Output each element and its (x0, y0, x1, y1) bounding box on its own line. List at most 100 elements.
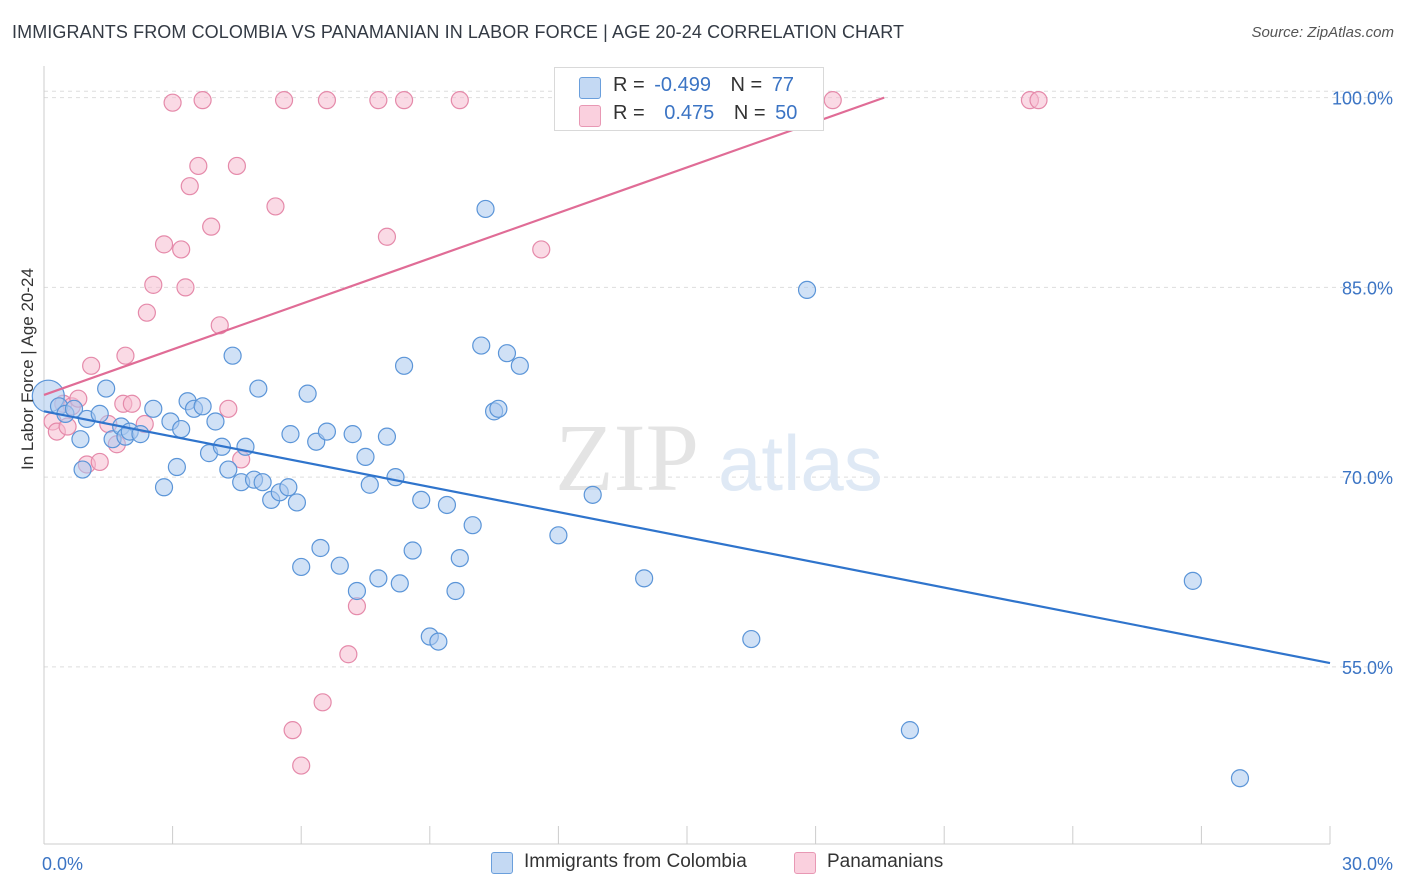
panamanians-point (180, 177, 199, 196)
colombia-point (281, 425, 300, 444)
colombia-point (437, 495, 457, 515)
colombia-point (1183, 571, 1202, 590)
colombia-point (144, 399, 163, 418)
source-label: Source: ZipAtlas.com (1251, 24, 1394, 41)
panamanians-point (450, 91, 469, 110)
colombia-point (292, 557, 311, 577)
colombia-point (463, 516, 482, 535)
colombia-point (317, 422, 337, 441)
colombia-point (343, 425, 362, 444)
colombia-point (412, 490, 431, 510)
x-tick-label-max: 30.0% (1342, 854, 1393, 874)
legend-r-value: -0.499 (654, 74, 711, 96)
panamanians-point (163, 93, 182, 112)
colombia-point (287, 493, 307, 512)
legend-n-value: 50 (775, 102, 798, 124)
panamanians-point (283, 721, 302, 740)
y-tick-label: 55.0% (1342, 658, 1393, 678)
panamanians-point (172, 240, 191, 259)
colombia-point (476, 199, 495, 219)
legend-r-value: 0.475 (664, 102, 715, 124)
colombia-point (154, 478, 174, 497)
panamanians-point (1029, 91, 1048, 110)
series-panamanians-points (43, 91, 1048, 775)
panamanians-point (90, 452, 109, 472)
colombia-point (390, 574, 409, 593)
colombia-point (1230, 769, 1250, 788)
legend-swatch-blue (579, 77, 601, 99)
colombia-point (472, 336, 491, 355)
colombia-point (206, 412, 225, 431)
correlation-legend: R = -0.499 N = 77 R = 0.475 N = 50 (554, 67, 824, 131)
colombia-point (450, 549, 469, 568)
panamanians-point (369, 91, 388, 110)
panamanians-point (377, 227, 397, 246)
colombia-point (549, 526, 568, 545)
panamanians-point (227, 156, 246, 176)
colombia-point (497, 344, 517, 363)
colombia-point (742, 629, 761, 649)
y-tick-label: 85.0% (1342, 278, 1393, 298)
colombia-point (311, 538, 330, 558)
panamanians-point (317, 91, 337, 110)
watermark-zip: ZIP (555, 404, 699, 511)
chart-title: IMMIGRANTS FROM COLOMBIA VS PANAMANIAN I… (12, 22, 905, 42)
colombia-point (489, 399, 508, 418)
bottom-legend-swatch-blue (491, 852, 513, 874)
colombia-point (73, 460, 92, 479)
y-tick-label: 70.0% (1342, 468, 1393, 488)
colombia-point (369, 569, 388, 588)
panamanians-point (144, 275, 163, 294)
bottom-legend-label: Panamanians (827, 851, 944, 872)
colombia-point (635, 569, 654, 588)
colombia-trend-line (43, 410, 1331, 665)
colombia-point (583, 485, 602, 504)
legend-text-colombia: R = -0.499 N = 77 (613, 74, 795, 96)
panamanians-point (394, 91, 414, 110)
panamanians-point (202, 217, 221, 236)
colombia-point (403, 541, 422, 560)
panamanians-trend-line (43, 96, 885, 396)
panamanians-point (82, 356, 101, 375)
legend-swatch-pink (579, 105, 601, 127)
colombia-point (900, 721, 920, 740)
colombia-point (298, 384, 317, 403)
colombia-point (97, 379, 116, 398)
colombia-point (330, 556, 349, 575)
colombia-point (377, 427, 397, 446)
colombia-point (172, 419, 191, 439)
panamanians-point (313, 693, 332, 712)
panamanians-point (176, 278, 195, 297)
colombia-point (347, 581, 367, 601)
panamanians-point (193, 91, 212, 110)
colombia-point (386, 468, 405, 487)
colombia-point (360, 475, 379, 494)
colombia-point (356, 447, 375, 466)
series-colombia-points (31, 199, 1250, 788)
panamanians-point (274, 91, 294, 110)
bottom-legend-swatch-pink (794, 852, 816, 874)
colombia-point (249, 379, 268, 398)
watermark: ZIP atlas (555, 404, 883, 511)
panamanians-point (189, 156, 208, 176)
panamanians-point (339, 645, 358, 664)
bottom-legend-label: Immigrants from Colombia (524, 851, 747, 872)
colombia-point (167, 457, 186, 477)
panamanians-point (266, 197, 285, 216)
colombia-point (253, 473, 272, 492)
panamanians-point (823, 91, 842, 110)
panamanians-point (219, 399, 238, 418)
colombia-point (510, 356, 529, 375)
legend-text-panamanians: R = 0.475 N = 50 (613, 102, 798, 124)
panamanians-point (347, 597, 367, 616)
panamanians-point (122, 394, 141, 413)
panamanians-point (532, 240, 551, 259)
panamanians-point (116, 346, 135, 365)
colombia-point (90, 404, 109, 423)
trend-lines (43, 96, 1331, 665)
y-tick-label: 100.0% (1332, 89, 1393, 109)
watermark-atlas: atlas (718, 419, 883, 507)
colombia-point (394, 356, 414, 375)
y-axis-title: In Labor Force | Age 20-24 (18, 268, 37, 470)
